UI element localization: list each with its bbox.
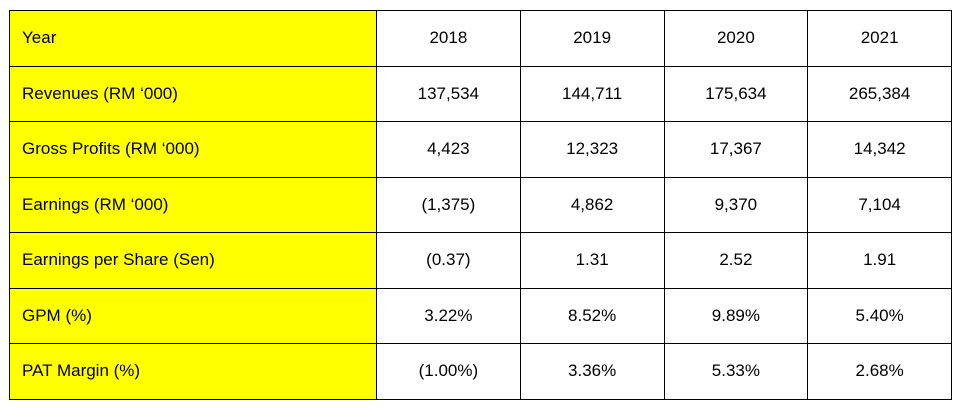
year-header-cell: 2021 (807, 10, 952, 67)
row-label-cell: Gross Profits (RM ‘000) (9, 121, 377, 178)
year-header-cell: 2019 (519, 10, 665, 67)
value-cell: 9.89% (663, 287, 809, 344)
year-header-cell: 2020 (663, 10, 809, 67)
table-row-gpm: GPM (%) 3.22% 8.52% 9.89% 5.40% (9, 287, 952, 344)
header-row: Year 2018 2019 2020 2021 (9, 10, 952, 67)
table-row-revenues: Revenues (RM ‘000) 137,534 144,711 175,6… (9, 65, 952, 122)
value-cell: (1,375) (376, 176, 521, 233)
row-label-cell: Earnings per Share (Sen) (9, 232, 377, 289)
value-cell: 3.36% (519, 343, 665, 400)
value-cell: 4,862 (519, 176, 665, 233)
table-row-eps: Earnings per Share (Sen) (0.37) 1.31 2.5… (9, 232, 952, 289)
row-label-cell: GPM (%) (9, 287, 377, 344)
financial-summary-table: Year 2018 2019 2020 2021 Revenues (RM ‘0… (9, 10, 952, 400)
value-cell: 175,634 (663, 65, 809, 122)
table-row-pat-margin: PAT Margin (%) (1.00%) 3.36% 5.33% 2.68% (9, 343, 952, 400)
value-cell: 14,342 (807, 121, 952, 178)
year-header-cell: 2018 (376, 10, 521, 67)
row-label-cell: PAT Margin (%) (9, 343, 377, 400)
value-cell: 144,711 (519, 65, 665, 122)
value-cell: 7,104 (807, 176, 952, 233)
value-cell: 3.22% (376, 287, 521, 344)
value-cell: 12,323 (519, 121, 665, 178)
value-cell: 265,384 (807, 65, 952, 122)
value-cell: 8.52% (519, 287, 665, 344)
value-cell: 1.31 (519, 232, 665, 289)
value-cell: 9,370 (663, 176, 809, 233)
value-cell: 5.33% (663, 343, 809, 400)
table-row-gross-profits: Gross Profits (RM ‘000) 4,423 12,323 17,… (9, 121, 952, 178)
value-cell: (0.37) (376, 232, 521, 289)
header-label-cell: Year (9, 10, 377, 67)
value-cell: 2.52 (663, 232, 809, 289)
table-row-earnings: Earnings (RM ‘000) (1,375) 4,862 9,370 7… (9, 176, 952, 233)
value-cell: 17,367 (663, 121, 809, 178)
row-label-cell: Revenues (RM ‘000) (9, 65, 377, 122)
value-cell: 2.68% (807, 343, 952, 400)
value-cell: 1.91 (807, 232, 952, 289)
row-label-cell: Earnings (RM ‘000) (9, 176, 377, 233)
value-cell: (1.00%) (376, 343, 521, 400)
value-cell: 5.40% (807, 287, 952, 344)
value-cell: 4,423 (376, 121, 521, 178)
value-cell: 137,534 (376, 65, 521, 122)
